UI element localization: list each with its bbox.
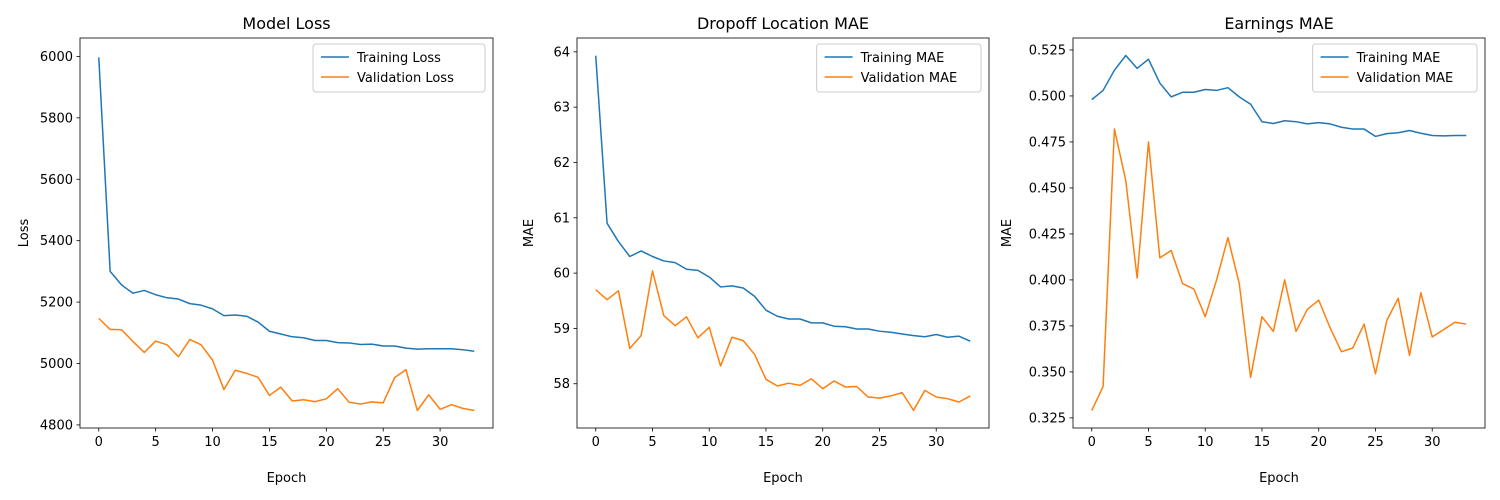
series-line-validation-mae bbox=[1091, 128, 1467, 411]
y-tick-label: 5000 bbox=[40, 357, 73, 372]
subplot-3: Earnings MAE 0 5 10 15 20 25 30 0.325 0.350 0.375 0… bbox=[1000, 14, 1486, 486]
x-tick-label: 15 bbox=[261, 435, 278, 450]
legend-box bbox=[312, 43, 486, 93]
x-tick-label: 30 bbox=[928, 435, 945, 450]
y-tick-label: 61 bbox=[553, 211, 570, 226]
series-line-training-loss bbox=[98, 57, 475, 352]
x-tick-label: 0 bbox=[592, 435, 600, 450]
x-tick-label: 25 bbox=[871, 435, 888, 450]
y-tick-label: 60 bbox=[553, 267, 570, 282]
y-tick-label: 0.350 bbox=[1029, 365, 1066, 380]
legend-label: Training MAE bbox=[1356, 51, 1441, 66]
x-axis-label: Epoch bbox=[763, 471, 803, 486]
axes-frame bbox=[79, 37, 494, 429]
x-tick-label: 10 bbox=[1197, 435, 1214, 450]
x-tick-label: 5 bbox=[152, 435, 160, 450]
x-axis-label: Epoch bbox=[1259, 471, 1299, 486]
y-tick-label: 4800 bbox=[40, 418, 73, 433]
y-tick-label: 5200 bbox=[40, 296, 73, 311]
x-tick-label: 5 bbox=[1144, 435, 1152, 450]
y-tick-label: 58 bbox=[553, 377, 570, 392]
x-tick-label: 10 bbox=[204, 435, 221, 450]
subplot-1: Model Loss 0 5 10 15 20 25 30 4800 5000 5200 5400 56… bbox=[17, 14, 494, 486]
legend: Training MAE Validation MAE bbox=[1312, 43, 1478, 93]
legend-label: Validation MAE bbox=[1357, 71, 1454, 86]
series-line-validation-loss bbox=[98, 317, 475, 412]
y-tick-label: 0.500 bbox=[1029, 89, 1066, 104]
chart-title: Model Loss bbox=[242, 14, 330, 33]
x-tick-label: 0 bbox=[1088, 435, 1096, 450]
y-tick-label: 63 bbox=[553, 101, 570, 116]
axes-frame bbox=[1072, 37, 1486, 429]
x-tick-label: 15 bbox=[1254, 435, 1271, 450]
y-tick-label: 64 bbox=[553, 45, 570, 60]
y-tick-label: 0.475 bbox=[1029, 135, 1066, 150]
y-tick-label: 0.425 bbox=[1029, 227, 1066, 242]
y-axis-label: MAE bbox=[1000, 219, 1015, 247]
y-tick-label: 0.325 bbox=[1029, 411, 1066, 426]
x-tick-label: 20 bbox=[814, 435, 831, 450]
legend-label: Training MAE bbox=[860, 51, 945, 66]
x-tick-label: 30 bbox=[1424, 435, 1441, 450]
y-tick-label: 0.525 bbox=[1029, 43, 1066, 58]
axes-frame bbox=[576, 37, 990, 429]
x-tick-label: 15 bbox=[758, 435, 775, 450]
y-tick-label: 59 bbox=[553, 322, 570, 337]
legend-label: Validation MAE bbox=[861, 71, 958, 86]
y-tick-label: 0.450 bbox=[1029, 181, 1066, 196]
series-line-validation-mae bbox=[595, 270, 971, 412]
x-tick-label: 25 bbox=[375, 435, 392, 450]
subplot-2: Dropoff Location MAE 0 5 10 15 20 25 30 58 59 60 61… bbox=[522, 14, 990, 486]
y-tick-label: 0.375 bbox=[1029, 319, 1066, 334]
legend: Training MAE Validation MAE bbox=[816, 43, 982, 93]
y-tick-label: 5800 bbox=[40, 111, 73, 126]
y-tick-label: 6000 bbox=[40, 50, 73, 65]
y-tick-label: 0.400 bbox=[1029, 273, 1066, 288]
y-tick-label: 5600 bbox=[40, 173, 73, 188]
legend-box bbox=[816, 43, 982, 93]
x-tick-label: 10 bbox=[701, 435, 718, 450]
x-tick-label: 20 bbox=[318, 435, 335, 450]
y-axis-label: Loss bbox=[17, 219, 32, 248]
y-axis-label: MAE bbox=[522, 219, 537, 247]
x-tick-label: 25 bbox=[1367, 435, 1384, 450]
chart-title: Earnings MAE bbox=[1224, 14, 1333, 33]
legend-box bbox=[1312, 43, 1478, 93]
x-tick-label: 30 bbox=[432, 435, 449, 450]
y-tick-label: 62 bbox=[553, 156, 570, 171]
chart-title: Dropoff Location MAE bbox=[697, 14, 869, 33]
x-tick-label: 5 bbox=[648, 435, 656, 450]
legend-label: Validation Loss bbox=[357, 71, 454, 86]
series-line-training-mae bbox=[1091, 54, 1467, 138]
y-tick-label: 5400 bbox=[40, 234, 73, 249]
series-line-training-mae bbox=[594, 55, 971, 342]
x-axis-label: Epoch bbox=[267, 471, 307, 486]
x-tick-label: 0 bbox=[95, 435, 103, 450]
x-tick-label: 20 bbox=[1310, 435, 1327, 450]
legend-label: Training Loss bbox=[356, 51, 441, 66]
legend: Training Loss Validation Loss bbox=[312, 43, 486, 93]
